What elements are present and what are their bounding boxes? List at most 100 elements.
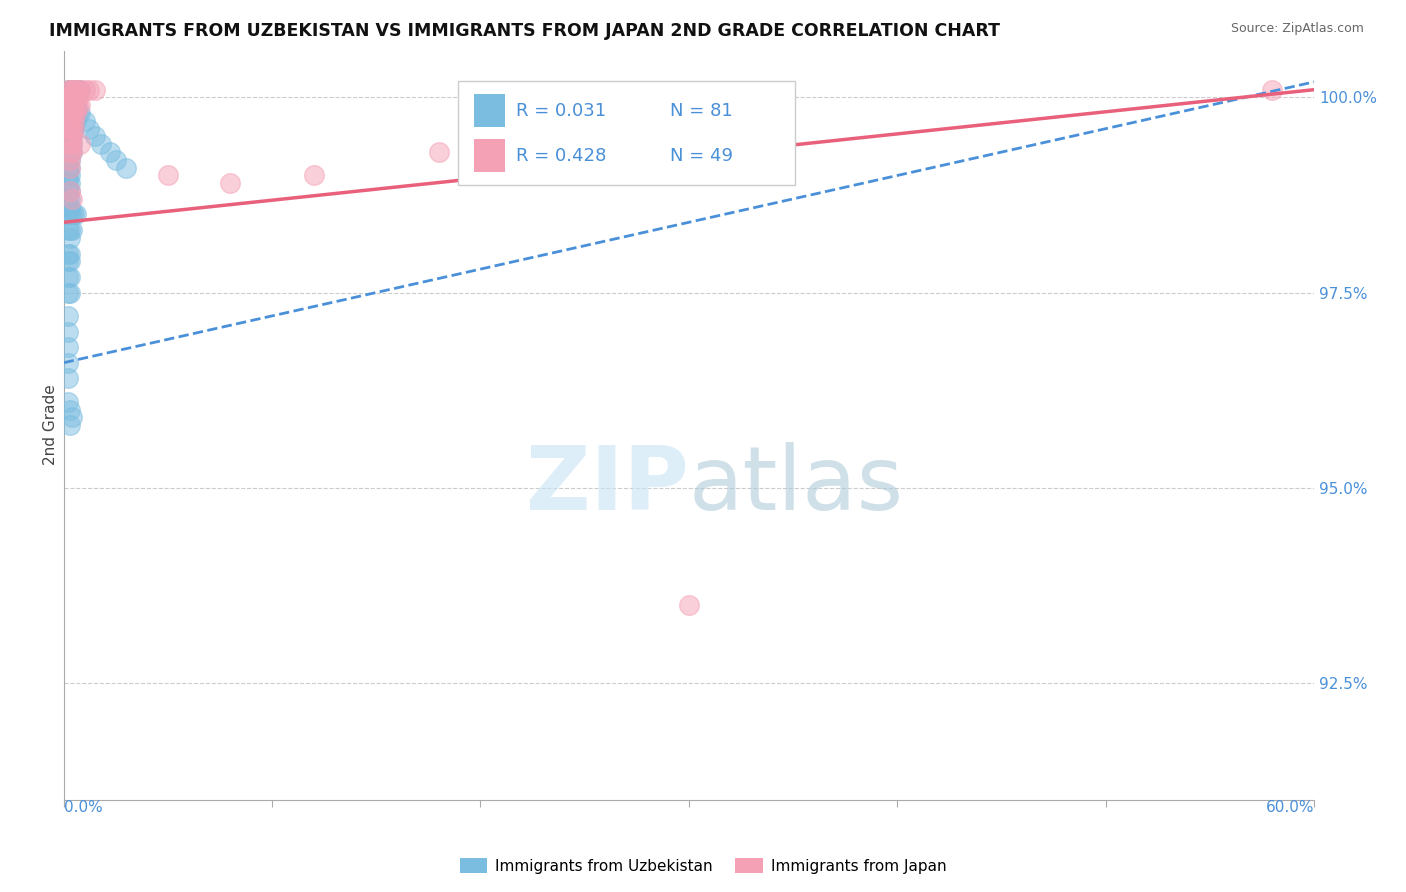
Point bbox=[59, 184, 82, 198]
Text: N = 49: N = 49 bbox=[671, 146, 733, 164]
Point bbox=[60, 90, 83, 104]
Point bbox=[63, 90, 86, 104]
Point bbox=[60, 410, 83, 425]
Point bbox=[59, 114, 82, 128]
Point bbox=[156, 169, 179, 183]
Point bbox=[59, 90, 82, 104]
Point bbox=[90, 137, 112, 152]
Point bbox=[56, 184, 79, 198]
Point bbox=[60, 129, 83, 144]
Point bbox=[56, 340, 79, 354]
Text: IMMIGRANTS FROM UZBEKISTAN VS IMMIGRANTS FROM JAPAN 2ND GRADE CORRELATION CHART: IMMIGRANTS FROM UZBEKISTAN VS IMMIGRANTS… bbox=[49, 22, 1000, 40]
Point bbox=[59, 98, 82, 112]
Point bbox=[84, 129, 107, 144]
Point bbox=[60, 90, 83, 104]
Point bbox=[59, 114, 82, 128]
FancyBboxPatch shape bbox=[457, 80, 796, 186]
Text: R = 0.031: R = 0.031 bbox=[516, 102, 606, 120]
Point bbox=[59, 285, 82, 300]
Point bbox=[59, 129, 82, 144]
Point bbox=[59, 231, 82, 245]
Text: atlas: atlas bbox=[689, 442, 904, 529]
Point bbox=[59, 161, 82, 175]
Point bbox=[56, 223, 79, 237]
Point bbox=[427, 145, 450, 160]
Point bbox=[77, 121, 100, 136]
Point bbox=[73, 83, 96, 97]
Point bbox=[69, 137, 91, 152]
Point bbox=[56, 269, 79, 284]
Point bbox=[67, 106, 90, 120]
Point bbox=[60, 114, 83, 128]
Point bbox=[56, 285, 79, 300]
Point bbox=[60, 129, 83, 144]
Point bbox=[302, 169, 325, 183]
Point bbox=[59, 83, 82, 97]
Point bbox=[60, 207, 83, 221]
Bar bbox=[474, 94, 505, 128]
Point bbox=[63, 106, 86, 120]
Point bbox=[65, 114, 87, 128]
Point bbox=[84, 83, 107, 97]
Point bbox=[63, 121, 86, 136]
Point bbox=[69, 83, 91, 97]
Point bbox=[59, 207, 82, 221]
Point bbox=[59, 106, 82, 120]
Point bbox=[65, 83, 87, 97]
Point bbox=[59, 192, 82, 206]
Point bbox=[56, 356, 79, 370]
Point bbox=[56, 161, 79, 175]
Point bbox=[1261, 83, 1284, 97]
Point bbox=[69, 98, 91, 112]
Point bbox=[56, 192, 79, 206]
Point bbox=[63, 83, 86, 97]
Point bbox=[60, 98, 83, 112]
Point bbox=[56, 325, 79, 339]
Point bbox=[65, 98, 87, 112]
Point bbox=[56, 83, 79, 97]
Point bbox=[56, 153, 79, 167]
Point bbox=[56, 83, 79, 97]
Point bbox=[63, 106, 86, 120]
Point bbox=[219, 176, 242, 190]
Point bbox=[59, 153, 82, 167]
Point bbox=[56, 207, 79, 221]
Point bbox=[56, 246, 79, 260]
Point bbox=[56, 200, 79, 214]
Point bbox=[59, 418, 82, 433]
Point bbox=[67, 90, 90, 104]
Point bbox=[67, 98, 90, 112]
Point bbox=[60, 121, 83, 136]
Point bbox=[60, 137, 83, 152]
Point bbox=[60, 83, 83, 97]
Point bbox=[56, 98, 79, 112]
Point bbox=[63, 83, 86, 97]
Point bbox=[60, 223, 83, 237]
Point bbox=[65, 83, 87, 97]
Point bbox=[63, 114, 86, 128]
Point bbox=[69, 83, 91, 97]
Point bbox=[60, 106, 83, 120]
Point bbox=[59, 98, 82, 112]
Point bbox=[59, 129, 82, 144]
Point bbox=[678, 598, 700, 612]
Point bbox=[98, 145, 121, 160]
Point bbox=[56, 371, 79, 385]
Point bbox=[59, 169, 82, 183]
Point bbox=[60, 145, 83, 160]
Point bbox=[59, 137, 82, 152]
Point bbox=[73, 114, 96, 128]
Point bbox=[60, 83, 83, 97]
Point bbox=[69, 106, 91, 120]
Point bbox=[56, 394, 79, 409]
Point bbox=[59, 145, 82, 160]
Text: N = 81: N = 81 bbox=[671, 102, 733, 120]
Text: ZIP: ZIP bbox=[526, 442, 689, 529]
Point bbox=[59, 90, 82, 104]
Point bbox=[59, 269, 82, 284]
Text: Source: ZipAtlas.com: Source: ZipAtlas.com bbox=[1230, 22, 1364, 36]
Point bbox=[60, 98, 83, 112]
Point bbox=[65, 106, 87, 120]
Point bbox=[115, 161, 138, 175]
Point bbox=[59, 153, 82, 167]
